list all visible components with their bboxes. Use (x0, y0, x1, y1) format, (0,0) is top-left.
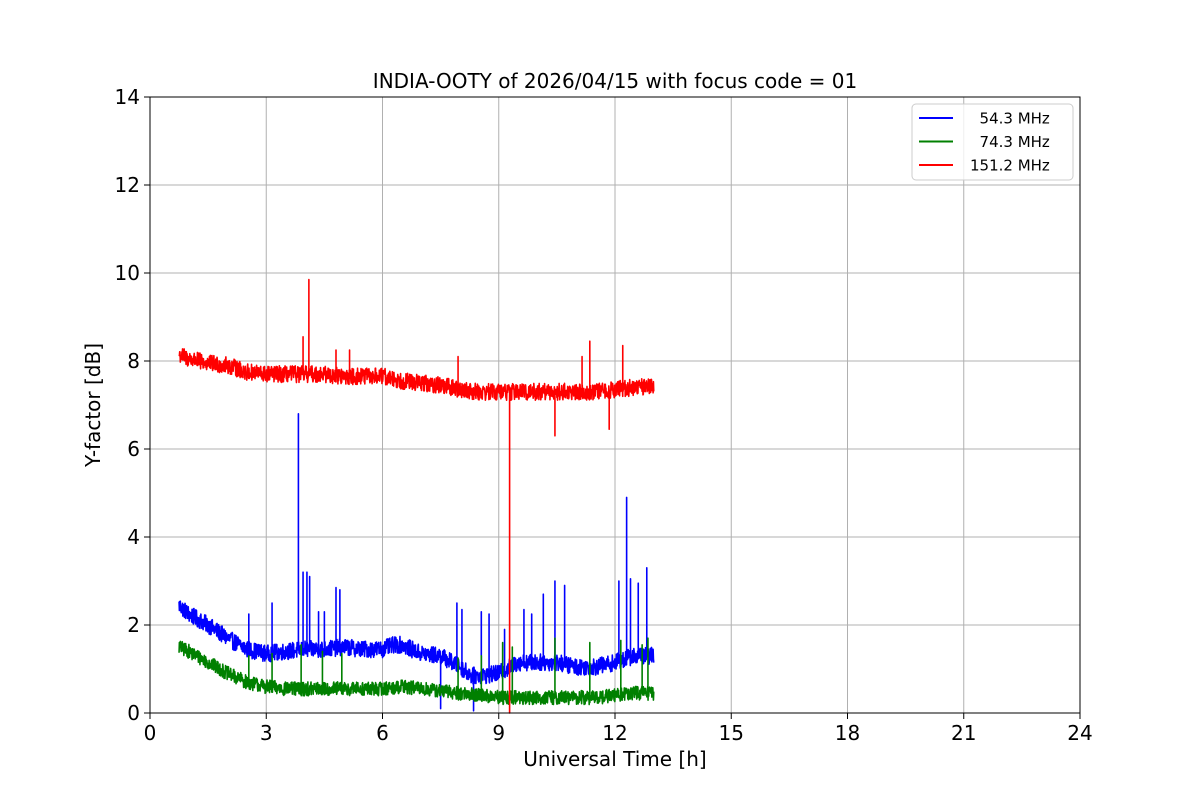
y-tick-label: 8 (127, 349, 140, 373)
series-line-1 (178, 637, 655, 706)
x-tick-label: 15 (719, 721, 744, 745)
legend: 54.3 MHz 74.3 MHz 151.2 MHz (911, 103, 1074, 181)
plot-series (178, 278, 655, 714)
x-axis-label: Universal Time [h] (523, 747, 706, 771)
legend-entry-label: 151.2 MHz (970, 157, 1050, 175)
x-tick-label: 18 (835, 721, 860, 745)
legend-entry-label: 54.3 MHz (970, 110, 1050, 128)
x-tick-label: 21 (951, 721, 976, 745)
y-tick-label: 14 (115, 85, 140, 109)
x-tick-label: 24 (1067, 721, 1092, 745)
x-tick-label: 12 (602, 721, 627, 745)
y-tick-label: 12 (115, 173, 140, 197)
x-tick-label: 9 (492, 721, 505, 745)
y-tick-label: 6 (127, 437, 140, 461)
y-axis-label: Y-factor [dB] (81, 343, 105, 468)
y-tick-label: 4 (127, 525, 140, 549)
y-tick-label: 10 (115, 261, 140, 285)
x-tick-label: 3 (260, 721, 273, 745)
series-line-2 (178, 278, 655, 714)
y-tick-label: 2 (127, 613, 140, 637)
x-tick-label: 6 (376, 721, 389, 745)
y-tick-label: 0 (127, 701, 140, 725)
series-line-0 (178, 413, 655, 712)
chart-title: INDIA-OOTY of 2026/04/15 with focus code… (373, 69, 857, 93)
legend-box (911, 103, 1074, 181)
x-tick-label: 0 (144, 721, 157, 745)
legend-entry-label: 74.3 MHz (970, 133, 1050, 151)
